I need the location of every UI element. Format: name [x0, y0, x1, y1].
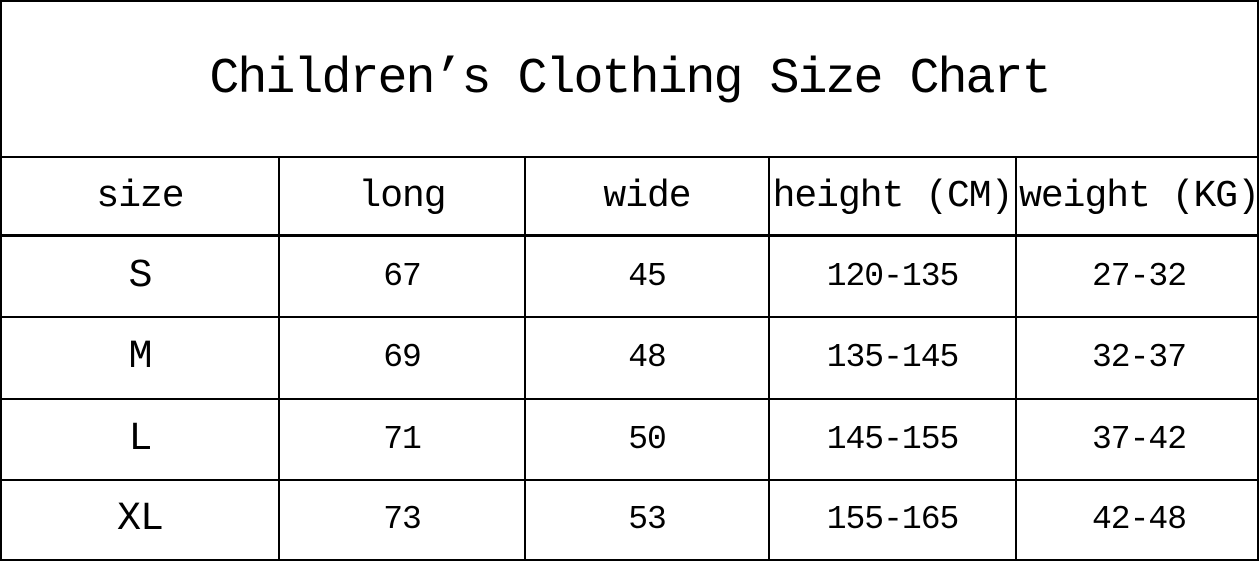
column-header-height: height (CM) [768, 158, 1017, 237]
size-table-container: size long wide height (CM) weight (KG) S… [2, 158, 1257, 559]
column-header-size: size [2, 158, 280, 237]
cell-height: 135-145 [768, 316, 1017, 400]
cell-long: 73 [278, 478, 526, 559]
size-table: size long wide height (CM) weight (KG) S… [2, 158, 1257, 559]
table-row-m: M 69 48 135-145 32-37 [2, 316, 1257, 400]
cell-height: 120-135 [768, 234, 1017, 319]
cell-wide: 48 [524, 316, 770, 400]
column-header-long: long [278, 158, 526, 237]
cell-weight: 27-32 [1015, 234, 1257, 319]
cell-height: 155-165 [768, 478, 1017, 559]
table-row-xl: XL 73 53 155-165 42-48 [2, 478, 1257, 559]
cell-size: XL [2, 478, 280, 559]
header-row: size long wide height (CM) weight (KG) [2, 158, 1257, 237]
cell-wide: 53 [524, 478, 770, 559]
cell-size: S [2, 234, 280, 319]
column-header-weight: weight (KG) [1015, 158, 1257, 237]
cell-wide: 50 [524, 397, 770, 481]
cell-size: M [2, 316, 280, 400]
page-title: Children’s Clothing Size Chart [2, 2, 1257, 158]
cell-size: L [2, 397, 280, 481]
table-row-s: S 67 45 120-135 27-32 [2, 234, 1257, 319]
cell-long: 69 [278, 316, 526, 400]
cell-height: 145-155 [768, 397, 1017, 481]
cell-long: 71 [278, 397, 526, 481]
cell-weight: 42-48 [1015, 478, 1257, 559]
cell-long: 67 [278, 234, 526, 319]
column-header-wide: wide [524, 158, 770, 237]
cell-weight: 32-37 [1015, 316, 1257, 400]
cell-wide: 45 [524, 234, 770, 319]
cell-weight: 37-42 [1015, 397, 1257, 481]
table-row-l: L 71 50 145-155 37-42 [2, 397, 1257, 481]
